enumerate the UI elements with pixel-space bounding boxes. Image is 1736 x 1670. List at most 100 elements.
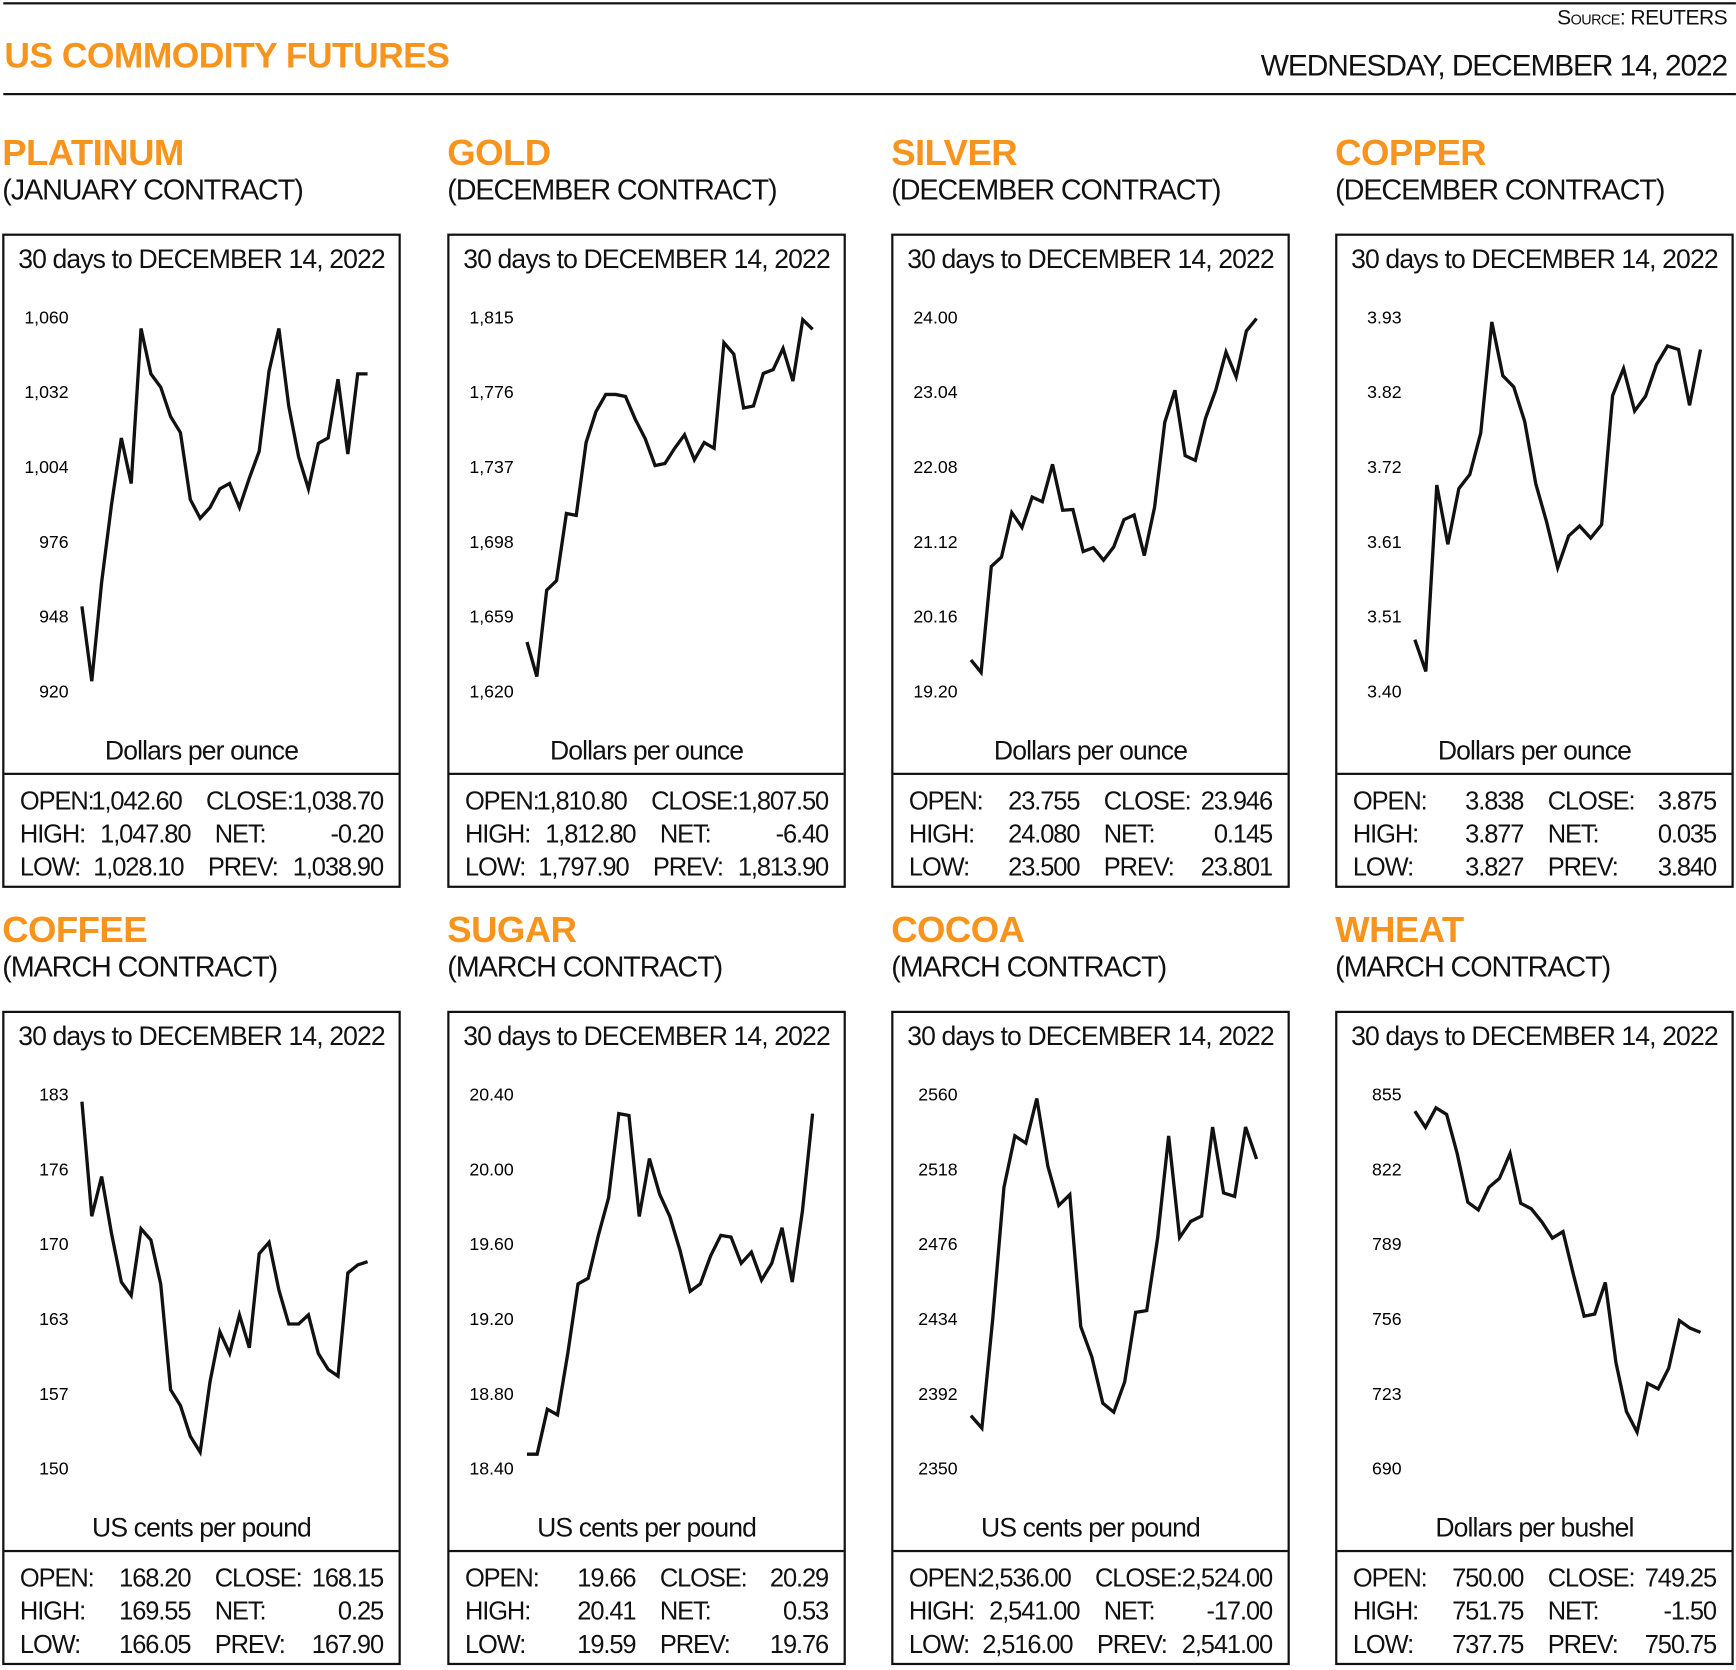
chart-box: 30 days to DECEMBER 14, 2022 US cents pe… bbox=[447, 1011, 846, 1665]
stats-row: HIGH: 1,812.80 NET: -6.40 bbox=[465, 817, 828, 850]
stat-label-low: LOW: bbox=[20, 1627, 89, 1660]
y-tick-label: 2350 bbox=[918, 1459, 958, 1479]
y-tick-label: 150 bbox=[39, 1459, 69, 1479]
stat-value-close: 1,038.70 bbox=[293, 784, 383, 817]
stat-label-high: HIGH: bbox=[20, 817, 89, 850]
stat-value-close: 23.946 bbox=[1192, 784, 1272, 817]
stat-label-net: NET: bbox=[1104, 817, 1193, 850]
stats-row: OPEN: 1,042.60 CLOSE: 1,038.70 bbox=[20, 784, 383, 817]
stats-row: HIGH: 20.41 NET: 0.53 bbox=[465, 1594, 828, 1627]
chart-box: 30 days to DECEMBER 14, 2022 US cents pe… bbox=[2, 1011, 401, 1665]
stats-row: LOW: 737.75 PREV: 750.75 bbox=[1353, 1627, 1716, 1660]
stat-label-high: HIGH: bbox=[465, 817, 534, 850]
stat-value-net: 0.145 bbox=[1192, 817, 1272, 850]
contract-label: (DECEMBER CONTRACT) bbox=[447, 173, 846, 206]
price-line bbox=[971, 1098, 1257, 1428]
stats-row: LOW: 166.05 PREV: 167.90 bbox=[20, 1627, 383, 1660]
stat-label-close: CLOSE: bbox=[1104, 784, 1193, 817]
panel-gold: GOLD (DECEMBER CONTRACT) 30 days to DECE… bbox=[447, 133, 846, 206]
y-tick-label: 19.20 bbox=[469, 1309, 513, 1329]
stat-value-high: 1,047.80 bbox=[89, 817, 191, 850]
stat-value-high: 1,812.80 bbox=[534, 817, 636, 850]
stat-label-net: NET: bbox=[215, 1594, 304, 1627]
stat-value-prev: 23.801 bbox=[1192, 850, 1272, 883]
stat-value-net: 0.53 bbox=[748, 1594, 828, 1627]
stats-row: LOW: 23.500 PREV: 23.801 bbox=[909, 850, 1272, 883]
stats-row: LOW: 1,028.10 PREV: 1,038.90 bbox=[20, 850, 383, 883]
panel-silver: SILVER (DECEMBER CONTRACT) 30 days to DE… bbox=[891, 133, 1290, 206]
stat-value-low: 1,028.10 bbox=[86, 850, 184, 883]
stat-label-prev: PREV: bbox=[1548, 850, 1637, 883]
stat-label-close: CLOSE: bbox=[215, 1561, 304, 1594]
contract-label: (JANUARY CONTRACT) bbox=[2, 173, 401, 206]
stat-label-net: NET: bbox=[660, 1594, 749, 1627]
stats-divider bbox=[893, 773, 1287, 775]
stat-label-net: NET: bbox=[660, 817, 749, 850]
panel-copper: COPPER (DECEMBER CONTRACT) 30 days to DE… bbox=[1335, 133, 1734, 206]
report-date: WEDNESDAY, DECEMBER 14, 2022 bbox=[1261, 49, 1727, 83]
y-tick-label: 2392 bbox=[918, 1384, 957, 1404]
chart-box: 30 days to DECEMBER 14, 2022 Dollars per… bbox=[891, 234, 1290, 888]
stat-label-prev: PREV: bbox=[1548, 1627, 1637, 1660]
stat-value-open: 1,810.80 bbox=[534, 784, 627, 817]
stat-value-prev: 1,038.90 bbox=[293, 850, 383, 883]
y-tick-label: 920 bbox=[39, 681, 69, 701]
stat-label-open: OPEN: bbox=[909, 784, 978, 817]
stat-label-high: HIGH: bbox=[20, 1594, 89, 1627]
stat-value-close: 20.29 bbox=[748, 1561, 828, 1594]
y-tick-label: 21.12 bbox=[913, 532, 957, 552]
top-rule bbox=[3, 2, 1736, 4]
stat-value-high: 751.75 bbox=[1422, 1594, 1524, 1627]
stats-row: OPEN: 750.00 CLOSE: 749.25 bbox=[1353, 1561, 1716, 1594]
y-tick-label: 1,659 bbox=[469, 607, 513, 627]
stats-table: OPEN: 1,810.80 CLOSE: 1,807.50 HIGH: 1,8… bbox=[465, 784, 828, 884]
stat-label-open: OPEN: bbox=[1353, 1561, 1422, 1594]
y-tick-label: 756 bbox=[1372, 1309, 1402, 1329]
commodity-name: SILVER bbox=[891, 133, 1290, 173]
stat-value-prev: 3.840 bbox=[1636, 850, 1716, 883]
chart-box: 30 days to DECEMBER 14, 2022 Dollars per… bbox=[1335, 234, 1734, 888]
panel-wheat: WHEAT (MARCH CONTRACT) 30 days to DECEMB… bbox=[1335, 910, 1734, 983]
stat-label-prev: PREV: bbox=[208, 850, 293, 883]
y-tick-label: 20.00 bbox=[469, 1159, 513, 1179]
y-tick-label: 20.16 bbox=[913, 607, 957, 627]
stat-label-close: CLOSE: bbox=[206, 784, 293, 817]
stats-row: HIGH: 1,047.80 NET: -0.20 bbox=[20, 817, 383, 850]
stat-value-high: 24.080 bbox=[978, 817, 1080, 850]
stat-label-prev: PREV: bbox=[653, 850, 738, 883]
y-tick-label: 1,737 bbox=[469, 457, 513, 477]
stat-label-prev: PREV: bbox=[660, 1627, 749, 1660]
stats-row: OPEN: 168.20 CLOSE: 168.15 bbox=[20, 1561, 383, 1594]
stats-row: LOW: 3.827 PREV: 3.840 bbox=[1353, 850, 1716, 883]
y-tick-label: 157 bbox=[39, 1384, 69, 1404]
stat-value-low: 737.75 bbox=[1422, 1627, 1524, 1660]
y-tick-label: 23.04 bbox=[913, 382, 957, 402]
stats-divider bbox=[4, 773, 398, 775]
y-tick-label: 170 bbox=[39, 1234, 69, 1254]
stats-table: OPEN: 23.755 CLOSE: 23.946 HIGH: 24.080 … bbox=[909, 784, 1272, 884]
commodity-name: WHEAT bbox=[1335, 910, 1734, 950]
panel-cocoa: COCOA (MARCH CONTRACT) 30 days to DECEMB… bbox=[891, 910, 1290, 983]
stat-label-low: LOW: bbox=[1353, 1627, 1422, 1660]
price-line bbox=[971, 319, 1257, 673]
price-line bbox=[82, 1102, 368, 1452]
y-tick-label: 163 bbox=[39, 1309, 69, 1329]
stat-value-close: 3.875 bbox=[1636, 784, 1716, 817]
contract-label: (DECEMBER CONTRACT) bbox=[891, 173, 1290, 206]
stats-divider bbox=[449, 773, 843, 775]
stats-divider bbox=[1337, 773, 1731, 775]
stat-value-low: 3.827 bbox=[1422, 850, 1524, 883]
y-tick-label: 822 bbox=[1372, 1159, 1402, 1179]
stats-table: OPEN: 168.20 CLOSE: 168.15 HIGH: 169.55 … bbox=[20, 1561, 383, 1661]
stats-table: OPEN: 19.66 CLOSE: 20.29 HIGH: 20.41 NET… bbox=[465, 1561, 828, 1661]
y-tick-label: 183 bbox=[39, 1084, 69, 1104]
stat-value-close: 1,807.50 bbox=[738, 784, 828, 817]
stat-value-close: 2,524.00 bbox=[1182, 1561, 1272, 1594]
y-tick-label: 176 bbox=[39, 1159, 69, 1179]
price-line bbox=[1415, 1108, 1701, 1432]
y-tick-label: 18.40 bbox=[469, 1459, 513, 1479]
